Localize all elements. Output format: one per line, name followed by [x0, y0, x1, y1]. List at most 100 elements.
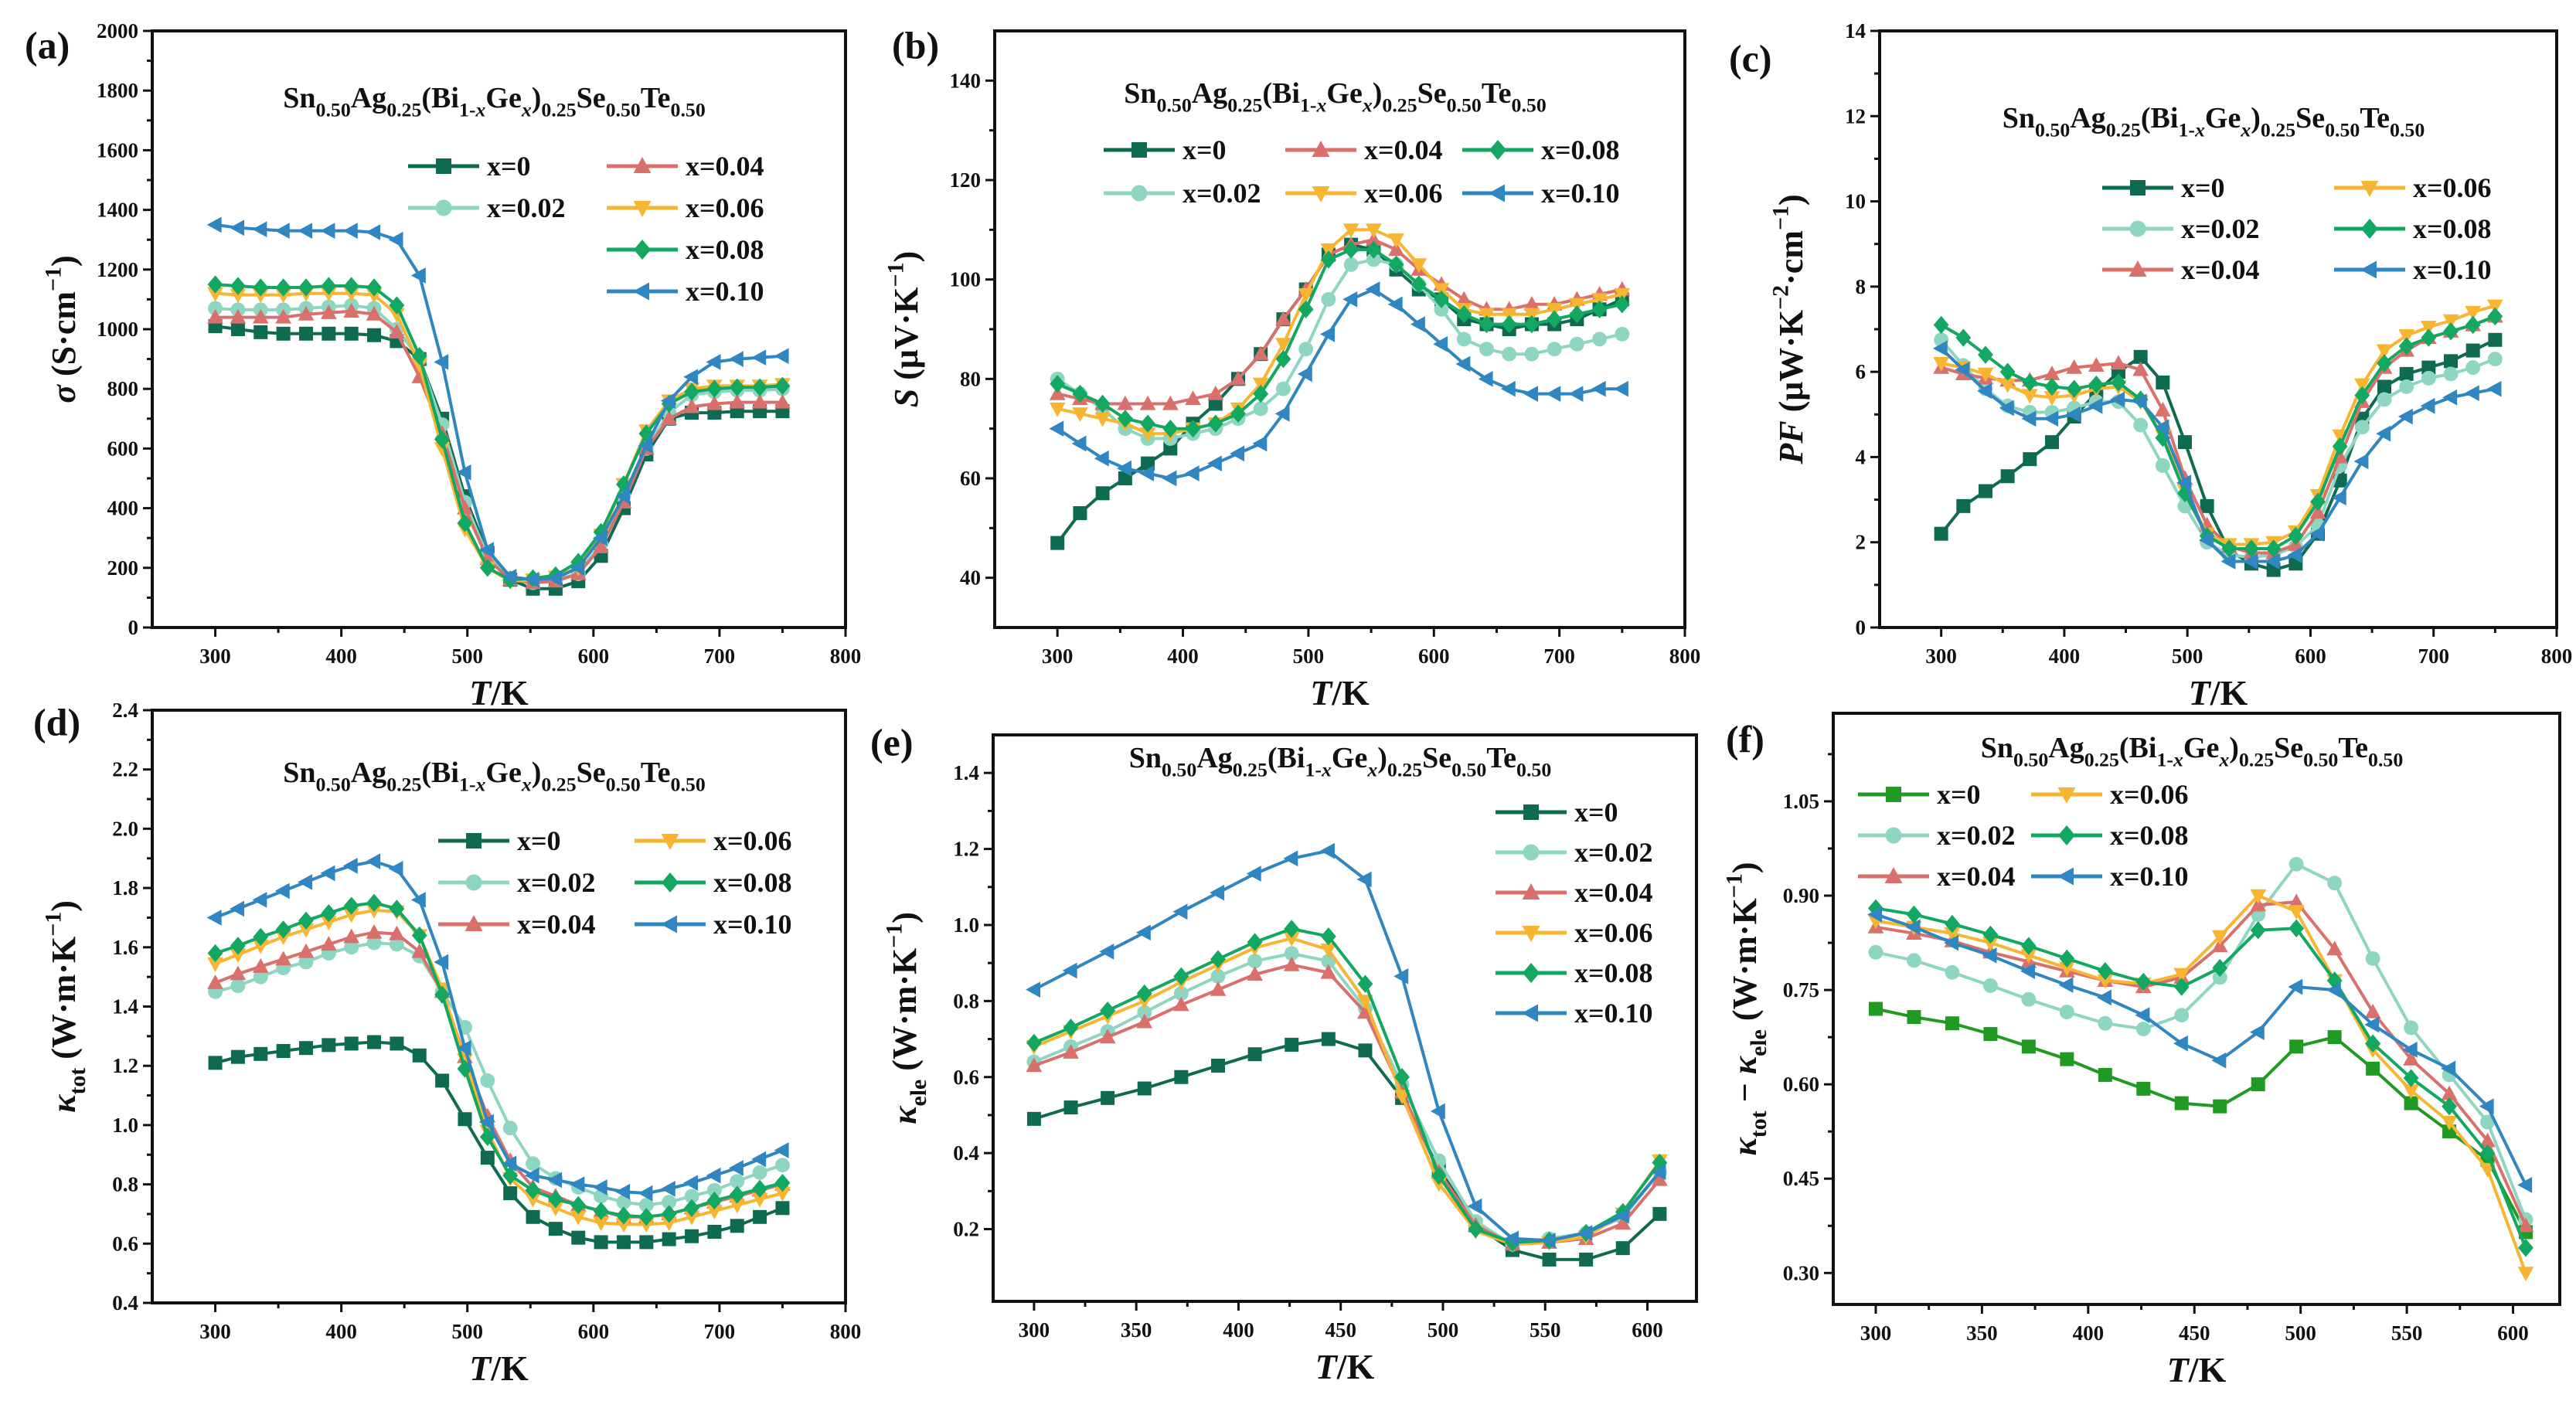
data-point — [662, 1232, 676, 1246]
y-axis-label: PF (μW·K−2·cm−1) — [1768, 194, 1810, 464]
data-point — [1387, 296, 1403, 313]
data-point — [479, 559, 495, 577]
text-segment: ) — [45, 900, 83, 912]
data-point — [1933, 357, 1949, 372]
text-segment: Ag — [1196, 742, 1232, 774]
data-point — [661, 1216, 678, 1232]
data-point — [2044, 377, 2060, 396]
data-point — [2173, 1035, 2188, 1052]
text-segment: PF — [1772, 420, 1810, 464]
data-point — [1274, 406, 1290, 422]
text-segment: (Bi — [2141, 102, 2179, 134]
text-segment: 1- — [2178, 118, 2195, 141]
legend-label: x=0.02 — [487, 192, 566, 223]
text-segment: Sn — [1124, 77, 1156, 110]
data-point — [1615, 1215, 1632, 1230]
data-point — [775, 1158, 790, 1173]
text-segment: tot — [65, 1068, 90, 1095]
data-point — [2173, 968, 2190, 983]
data-point — [1388, 255, 1404, 274]
data-point — [230, 288, 247, 304]
legend-marker-icon — [1489, 184, 1505, 202]
panel-a: (a) 300 400 500 600 700 800 0 200 400 600 800 1000 12… — [25, 19, 861, 713]
text-segment: Sn — [2003, 102, 2035, 134]
data-point — [592, 529, 607, 546]
series-x=0 — [1868, 1002, 2533, 1240]
data-point — [1388, 233, 1404, 248]
data-point — [366, 305, 383, 321]
legend-label: x=0 — [1937, 779, 1981, 810]
data-point — [1342, 223, 1359, 239]
text-segment: 0.25 — [541, 98, 576, 121]
data-point — [230, 948, 247, 964]
data-point — [457, 1059, 473, 1078]
data-point — [684, 383, 699, 401]
data-point — [728, 351, 744, 367]
data-point — [2043, 366, 2060, 380]
y-tick-label: 800 — [107, 377, 139, 400]
data-point — [1982, 925, 1999, 944]
data-point — [1388, 241, 1404, 257]
legend-marker-icon — [633, 201, 652, 217]
data-point — [275, 920, 291, 939]
y-tick-label: 600 — [107, 437, 139, 460]
panel-c: (c) 300 400 500 600 700 800 0 2 4 6 8 10 12 14 T/K PF (μ… — [1729, 19, 2572, 713]
data-point — [275, 308, 291, 324]
legend-item: x=0.08 — [2334, 213, 2492, 244]
data-point — [1117, 410, 1133, 428]
data-point — [1523, 296, 1540, 311]
data-point — [2243, 553, 2258, 570]
text-segment: x — [2173, 748, 2183, 770]
y-tick-label: 10 — [1845, 190, 1866, 213]
data-point — [1524, 346, 1540, 362]
legend-item: x=0.06 — [2334, 172, 2492, 203]
data-point — [1467, 1198, 1482, 1215]
data-point — [410, 267, 426, 284]
data-point — [593, 1216, 609, 1232]
data-point — [1162, 395, 1179, 410]
data-point — [389, 296, 405, 315]
data-point — [253, 927, 269, 947]
x-axis-label: T/K — [1310, 673, 1370, 713]
x-tick-label: 350 — [1966, 1321, 1998, 1345]
data-point — [1139, 395, 1156, 410]
text-segment: ·cm — [1772, 230, 1810, 285]
data-point — [1320, 842, 1335, 859]
data-point — [2154, 419, 2169, 436]
data-point — [1434, 301, 1449, 317]
data-point — [1137, 1005, 1152, 1020]
data-point — [2058, 977, 2074, 993]
legend-item: x=0.10 — [2334, 254, 2492, 285]
data-point — [1944, 934, 1959, 951]
y-tick-label: 0.45 — [1783, 1167, 1819, 1190]
legend-marker-icon — [1522, 1004, 1538, 1022]
text-segment: (Bi — [421, 757, 459, 789]
data-point — [1906, 905, 1922, 924]
data-point — [1357, 974, 1373, 993]
legend-item: x=0.10 — [2031, 861, 2189, 892]
data-point — [412, 1048, 427, 1063]
data-point — [2310, 492, 2326, 512]
legend: x=0 x=0.02 x=0.04 x=0.06 x=0.08 x=0.10 — [1496, 797, 1653, 1029]
text-segment: (Bi — [421, 82, 459, 114]
data-point — [2020, 963, 2035, 980]
data-point — [2421, 328, 2437, 347]
data-point — [1172, 903, 1188, 920]
data-point — [2212, 970, 2227, 985]
data-point — [1320, 964, 1337, 979]
legend-item: x=0.10 — [607, 276, 764, 307]
data-point — [524, 1167, 539, 1184]
data-point — [2487, 299, 2503, 315]
data-point — [1094, 394, 1111, 413]
data-point — [2399, 366, 2414, 381]
data-point — [2156, 375, 2170, 389]
data-point — [1932, 340, 1948, 357]
data-point — [434, 954, 449, 971]
data-point — [2487, 352, 2503, 367]
data-point — [2250, 889, 2267, 904]
data-point — [1945, 914, 1960, 934]
x-tick-label: 500 — [2172, 644, 2203, 668]
text-segment: Ag — [351, 82, 386, 114]
data-point — [1434, 290, 1449, 309]
text-segment: Se — [577, 757, 606, 789]
